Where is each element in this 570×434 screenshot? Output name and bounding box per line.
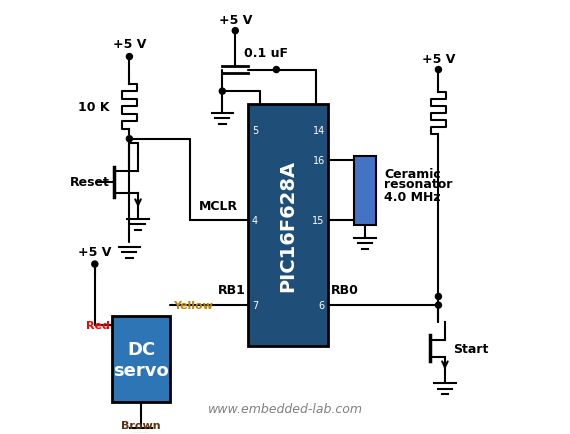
Circle shape [435, 294, 441, 300]
Text: 7: 7 [252, 300, 258, 310]
Text: 0.1 uF: 0.1 uF [244, 46, 288, 59]
Text: 4.0 MHz: 4.0 MHz [384, 191, 441, 204]
Text: 4: 4 [252, 216, 258, 226]
Text: Reset: Reset [70, 176, 110, 189]
Text: PIC16F628A: PIC16F628A [279, 160, 298, 292]
Text: 15: 15 [312, 216, 325, 226]
Text: +5 V: +5 V [113, 38, 146, 51]
Text: Start: Start [454, 342, 489, 355]
Bar [354, 157, 376, 225]
Circle shape [92, 261, 98, 267]
Bar [249, 105, 328, 346]
Text: DC
servo: DC servo [113, 340, 169, 378]
Text: +5 V: +5 V [422, 53, 455, 66]
Circle shape [219, 89, 225, 95]
Text: 5: 5 [252, 126, 258, 136]
Text: 10 K: 10 K [79, 101, 110, 114]
Circle shape [274, 67, 279, 73]
Text: RB0: RB0 [331, 284, 359, 297]
Circle shape [127, 54, 132, 60]
Text: www.embedded-lab.com: www.embedded-lab.com [207, 402, 363, 415]
Circle shape [435, 67, 441, 73]
Text: +5 V: +5 V [78, 245, 112, 258]
Text: Brown: Brown [121, 420, 161, 430]
Text: 6: 6 [319, 300, 325, 310]
Text: MCLR: MCLR [198, 199, 238, 212]
Text: +5 V: +5 V [219, 14, 252, 27]
Circle shape [232, 29, 238, 35]
Text: 14: 14 [312, 126, 325, 136]
Text: RB1: RB1 [218, 284, 246, 297]
Text: resonator: resonator [384, 178, 453, 191]
Circle shape [127, 136, 132, 142]
Bar [112, 316, 170, 402]
Text: Ceramic: Ceramic [384, 167, 441, 180]
Text: Red: Red [86, 320, 110, 330]
Circle shape [435, 302, 441, 309]
Text: 16: 16 [312, 156, 325, 166]
Text: Yellow: Yellow [173, 300, 213, 310]
